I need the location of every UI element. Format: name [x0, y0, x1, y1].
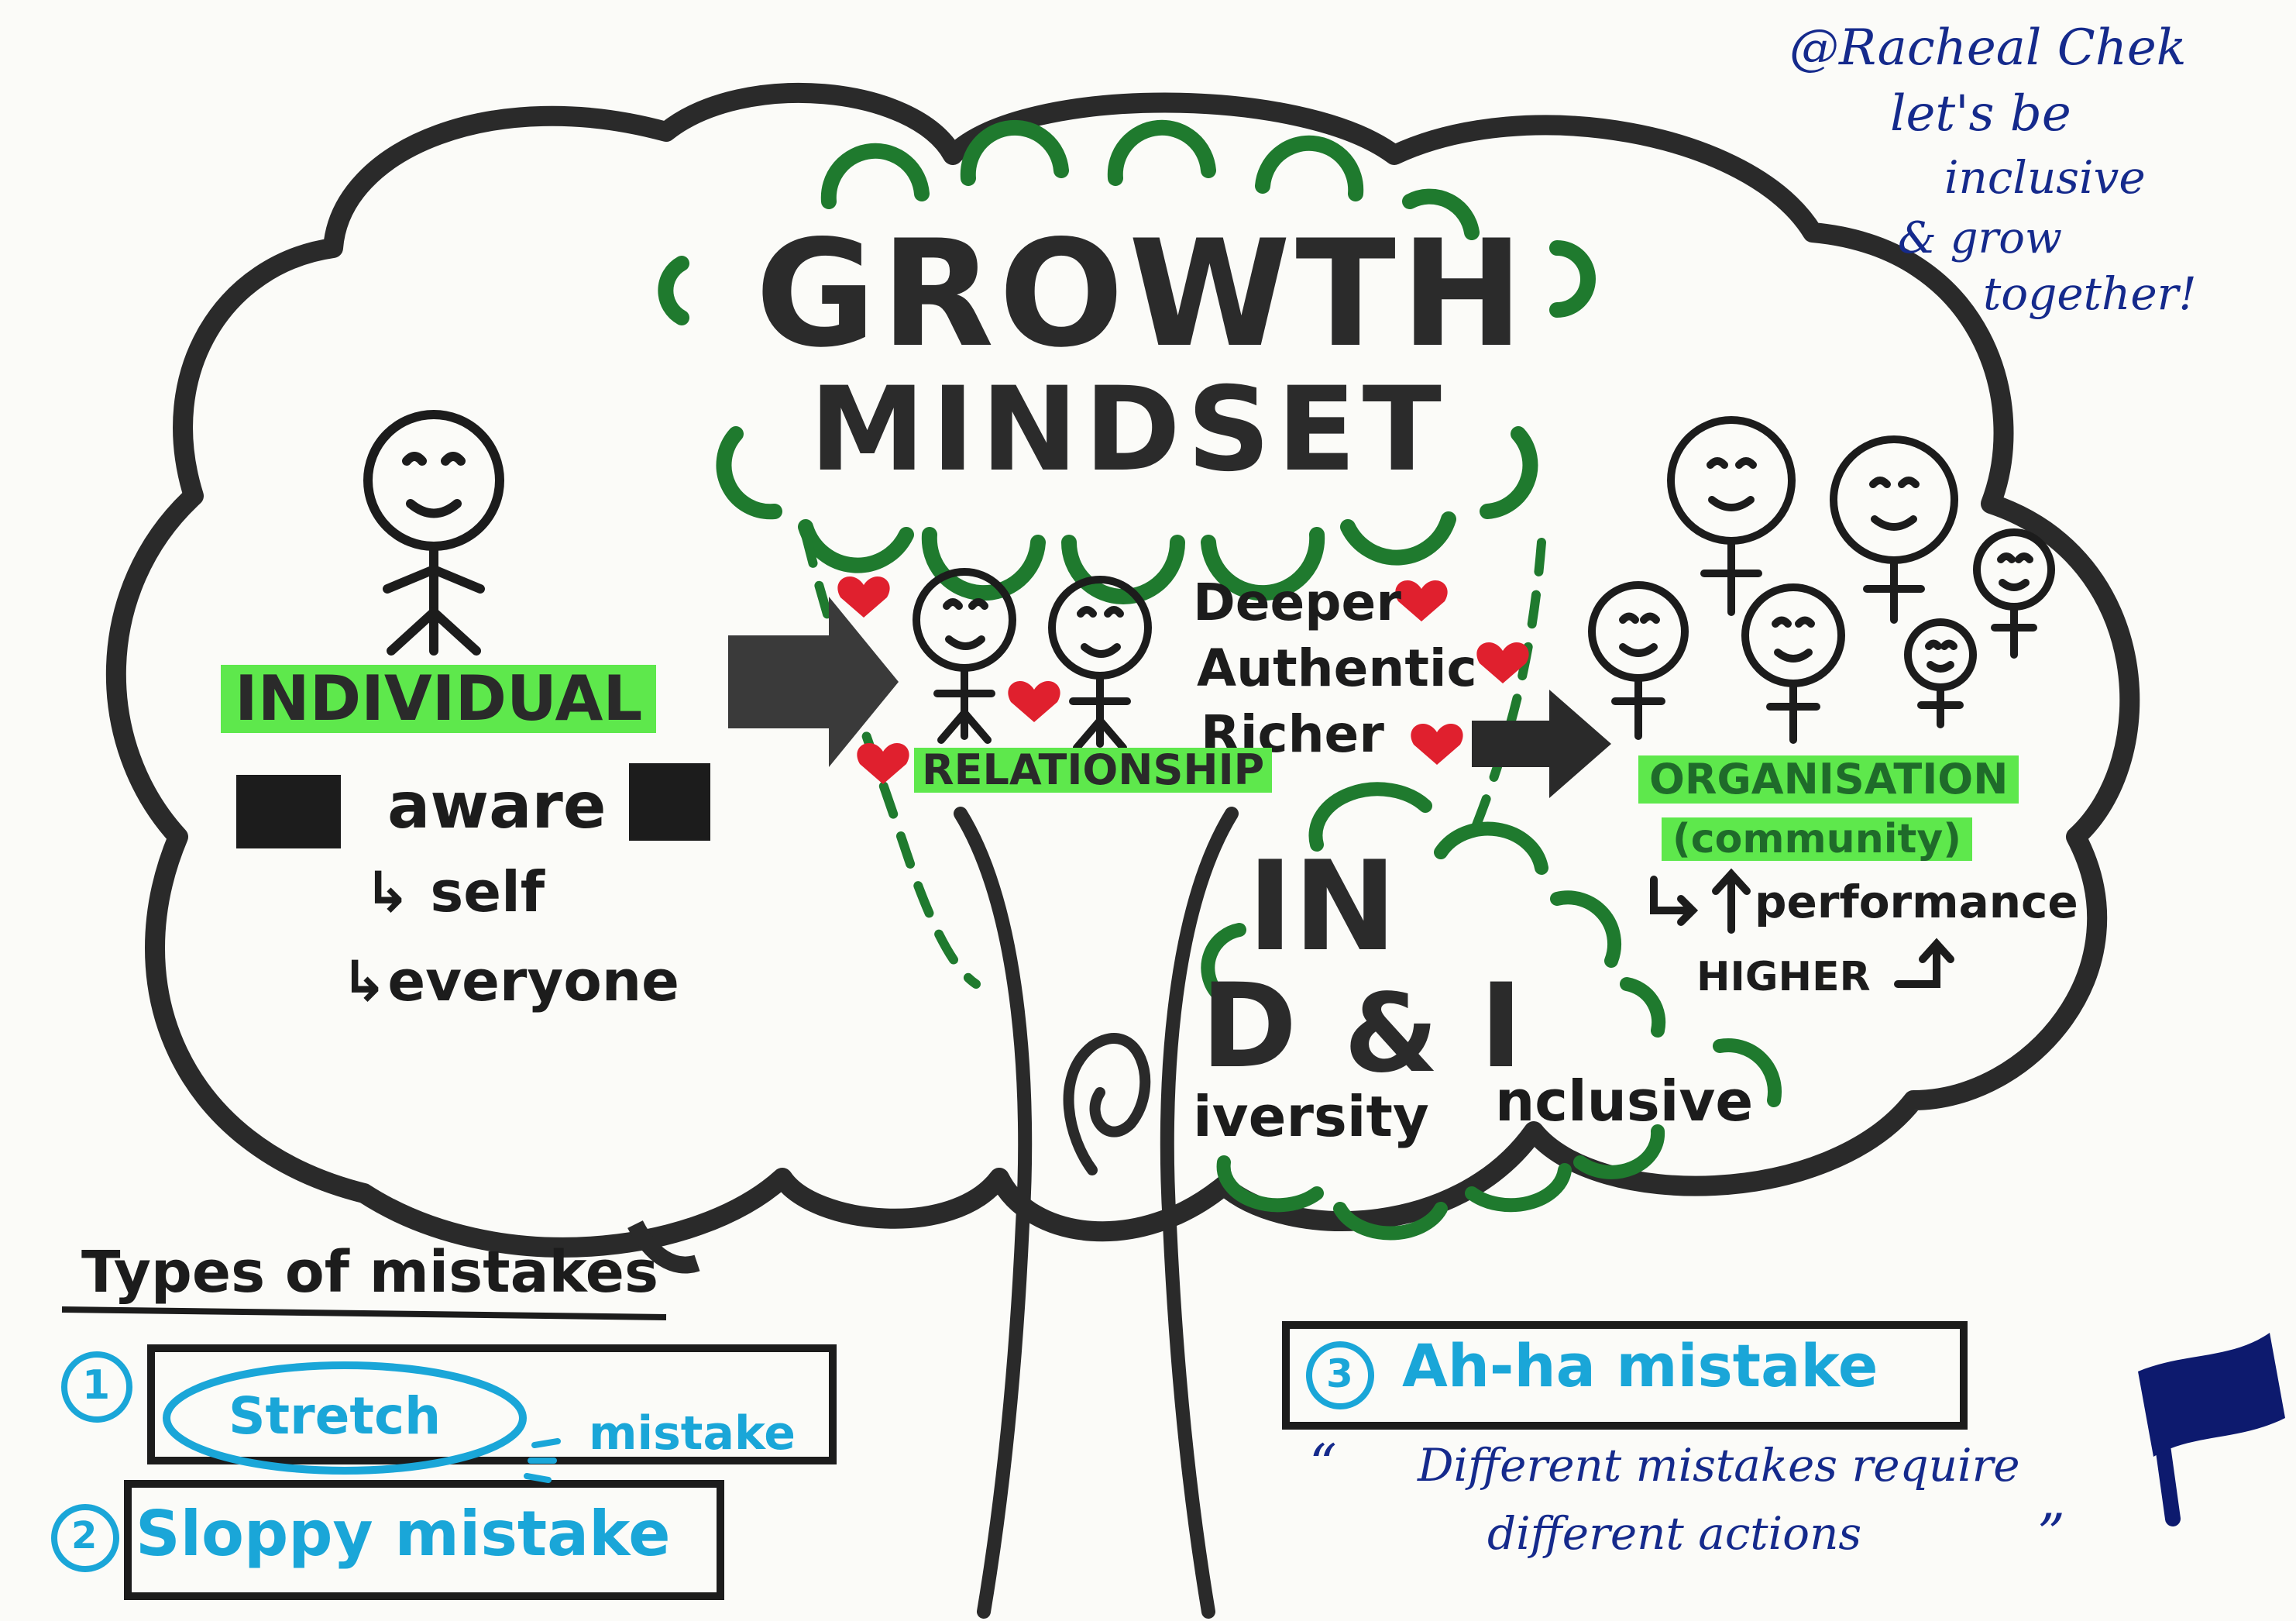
arrow-up-icon	[1712, 868, 1751, 934]
author-credit: @Racheal Chek	[1789, 19, 2187, 77]
arrow-right-icon	[1472, 690, 1611, 798]
quote-close: ”	[2037, 1502, 2065, 1566]
individual-label: INDIVIDUAL	[221, 665, 657, 733]
title-growth: GROWTH	[755, 208, 1528, 380]
dei-in: IN	[1247, 834, 1397, 979]
dei-ampersand: &	[1344, 971, 1439, 1097]
aware-text: aware	[387, 769, 607, 843]
dei-diversity: iversity	[1193, 1084, 1429, 1149]
heart-icons	[837, 576, 1529, 784]
heading-underline	[61, 1306, 667, 1320]
relationship-pair-figures	[913, 568, 1152, 752]
mistakes-heading: Types of mistakes	[81, 1239, 658, 1306]
everyone-text: ↳everyone	[341, 948, 679, 1014]
heart-icon	[1395, 580, 1448, 621]
stretch-tension-lines	[524, 1438, 561, 1483]
relationship-word-authentic: Authentic	[1197, 638, 1477, 698]
trunk-knot-spiral	[1063, 1033, 1151, 1175]
quote-line-1: Different mistakes require	[1418, 1439, 2020, 1492]
black-square-right	[629, 763, 710, 841]
dei-i: I	[1480, 959, 1523, 1094]
credit-line-4: together!	[1983, 267, 2197, 320]
canopy-notch	[627, 1220, 700, 1274]
heart-icon	[1476, 642, 1529, 683]
arrow-right-icon	[728, 597, 899, 767]
mistake-label-stretch-suffix: mistake	[589, 1406, 796, 1461]
mistake-label-sloppy: Sloppy mistake	[136, 1498, 671, 1570]
mistake-number-1: 1	[82, 1362, 111, 1409]
mistake-box-2	[124, 1480, 724, 1600]
individual-stick-figure	[363, 410, 504, 656]
mistake-number-2: 2	[71, 1514, 98, 1557]
credit-line-2: inclusive	[1944, 151, 2146, 204]
performance-arrows	[1650, 868, 1954, 988]
mistake-box-3	[1282, 1321, 1968, 1430]
number-circle-3	[1306, 1341, 1374, 1409]
relationship-label: RELATIONSHIP	[914, 748, 1273, 793]
mistake-box-1	[147, 1344, 837, 1464]
number-circles	[51, 1341, 1374, 1572]
stretch-circle	[163, 1361, 527, 1475]
heart-icon	[1008, 681, 1060, 722]
heart-icon	[1411, 724, 1463, 765]
organisation-sub: (community)	[1662, 817, 1973, 861]
black-square-left	[236, 775, 341, 848]
organisation-label: ORGANISATION	[1638, 755, 2019, 804]
trunk-right-line	[1160, 807, 1239, 1619]
performance-text: performance	[1755, 876, 2078, 928]
mistake-label-ahha: Ah-ha mistake	[1402, 1331, 1878, 1400]
arrow-bent-icon	[1650, 876, 1699, 926]
number-circle-2	[51, 1504, 119, 1572]
dei-d: D	[1201, 959, 1298, 1094]
quote-open: “	[1309, 1433, 1337, 1496]
relationship-word-deeper: Deeper	[1193, 573, 1401, 632]
credit-line-1: let's be	[1890, 85, 2071, 143]
trunk-left-line	[954, 807, 1033, 1619]
dei-inclusive: nclusive	[1495, 1069, 1754, 1134]
quote-line-2: different actions	[1487, 1507, 1862, 1560]
arrow-up-icon	[1894, 938, 1954, 988]
heart-icon	[837, 576, 890, 618]
title-green-scallops	[658, 119, 1596, 604]
title-mindset: MINDSET	[809, 363, 1448, 497]
heart-icon	[857, 743, 909, 784]
number-circle-1	[61, 1351, 132, 1423]
credit-line-3: & grow	[1898, 213, 2062, 263]
self-text: ↳ self	[364, 859, 545, 924]
relationship-dashed-bubble	[801, 530, 1546, 989]
mistake-number-3: 3	[1326, 1351, 1353, 1396]
mistake-label-stretch: Stretch	[229, 1386, 442, 1446]
flag-icon	[2138, 1333, 2285, 1526]
higher-text: HIGHER	[1696, 954, 1871, 1000]
dei-green-scallops	[1201, 782, 1782, 1241]
organisation-crowd-figures	[1588, 416, 2055, 744]
mistake-boxes	[124, 1321, 1968, 1600]
